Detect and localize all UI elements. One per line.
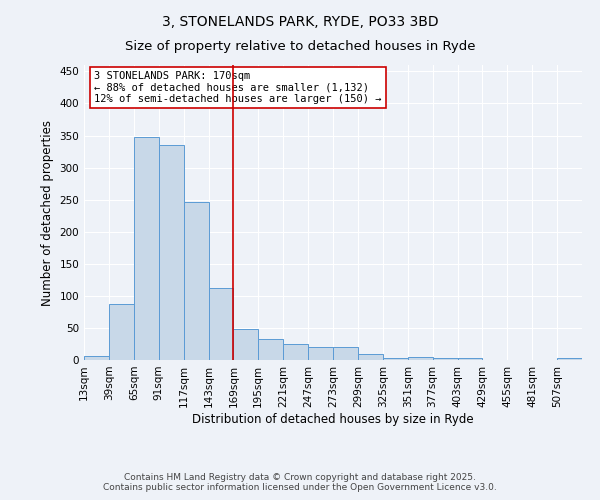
- X-axis label: Distribution of detached houses by size in Ryde: Distribution of detached houses by size …: [192, 412, 474, 426]
- Bar: [458, 358, 482, 360]
- Bar: [159, 145, 184, 360]
- Bar: [358, 354, 383, 360]
- Bar: [383, 358, 408, 360]
- Bar: [433, 358, 458, 360]
- Bar: [84, 356, 109, 360]
- Bar: [557, 358, 582, 360]
- Bar: [283, 344, 308, 360]
- Text: 3, STONELANDS PARK, RYDE, PO33 3BD: 3, STONELANDS PARK, RYDE, PO33 3BD: [161, 15, 439, 29]
- Text: 3 STONELANDS PARK: 170sqm
← 88% of detached houses are smaller (1,132)
12% of se: 3 STONELANDS PARK: 170sqm ← 88% of detac…: [94, 71, 382, 104]
- Bar: [259, 340, 283, 360]
- Text: Contains HM Land Registry data © Crown copyright and database right 2025.
Contai: Contains HM Land Registry data © Crown c…: [103, 473, 497, 492]
- Bar: [408, 357, 433, 360]
- Bar: [109, 304, 134, 360]
- Bar: [209, 288, 233, 360]
- Bar: [233, 328, 259, 360]
- Bar: [184, 202, 209, 360]
- Bar: [333, 346, 358, 360]
- Y-axis label: Number of detached properties: Number of detached properties: [41, 120, 54, 306]
- Bar: [308, 346, 333, 360]
- Text: Size of property relative to detached houses in Ryde: Size of property relative to detached ho…: [125, 40, 475, 53]
- Bar: [134, 137, 159, 360]
